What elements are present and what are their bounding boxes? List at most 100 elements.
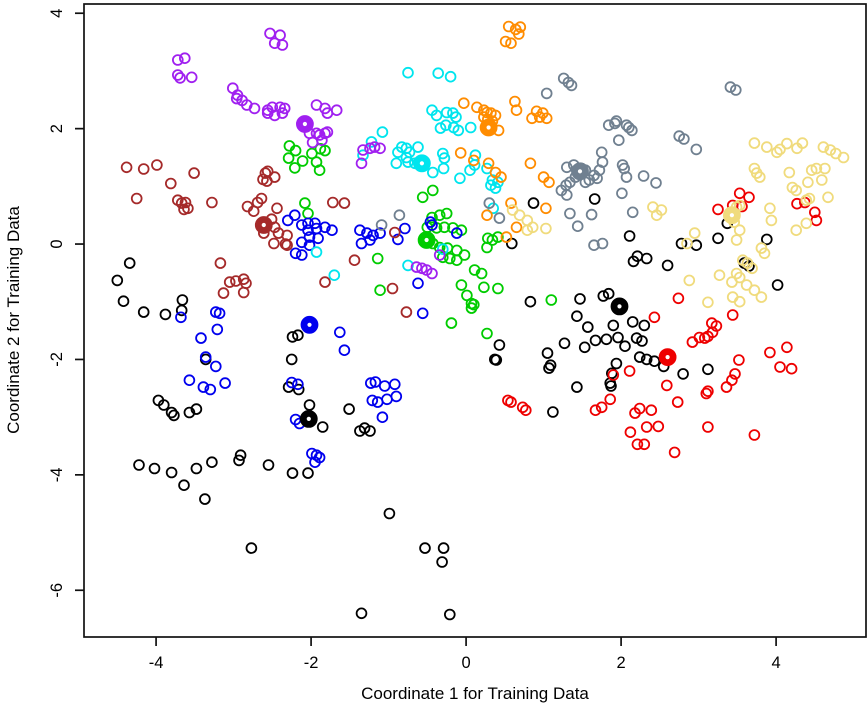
axis-layer: -4 -2 0 2 4 4 2 0 -2 -4 -6 [48, 9, 781, 672]
data-point-cyan [390, 157, 403, 170]
data-point-cyan [357, 149, 369, 162]
data-point-black [661, 259, 674, 272]
data-point-khaki [800, 217, 813, 230]
data-point-blue [450, 227, 463, 239]
data-point-cyan [436, 243, 449, 256]
data-point-gray [585, 208, 598, 221]
data-point-green [458, 249, 471, 261]
data-point-green [486, 234, 499, 246]
data-point-green [299, 197, 311, 209]
data-point-purple [174, 72, 186, 84]
data-point-purple [410, 261, 423, 273]
data-point-black [117, 295, 130, 308]
data-point-khaki [810, 162, 823, 175]
data-point-blue [309, 217, 321, 230]
data-point-black [158, 399, 170, 411]
data-point-cyan [440, 106, 453, 119]
data-point-brown [271, 202, 283, 215]
data-point-purple [306, 136, 319, 149]
data-point-green [481, 327, 493, 340]
cluster-center-pinhole-green [424, 237, 429, 243]
data-point-gray [560, 189, 573, 201]
data-point-purple [172, 54, 184, 66]
data-point-khaki [771, 146, 783, 159]
data-point-black [589, 334, 602, 347]
data-point-blue [369, 376, 382, 388]
data-point-gray [626, 124, 638, 137]
data-point-khaki [765, 214, 778, 227]
data-point-gray [564, 207, 576, 220]
data-point-orange [500, 231, 513, 243]
data-point-black [633, 351, 646, 363]
data-point-khaki [702, 296, 714, 309]
data-point-gray [620, 171, 633, 183]
data-point-red [604, 393, 616, 406]
data-point-black [638, 319, 651, 332]
data-point-green [467, 298, 480, 311]
data-point-khaki [748, 137, 761, 149]
data-point-black [677, 368, 689, 380]
data-point-red [633, 402, 646, 415]
data-point-blue [376, 411, 389, 424]
data-point-black [199, 493, 211, 505]
data-point-black [419, 542, 431, 554]
data-point-gray [612, 134, 625, 147]
data-point-black [343, 403, 355, 415]
data-point-cyan [430, 109, 443, 122]
data-point-red [671, 396, 684, 408]
data-point-blue [416, 307, 429, 320]
cluster-center-pinhole-orange [486, 125, 491, 130]
data-point-gray [729, 84, 742, 96]
data-point-khaki [783, 166, 796, 179]
data-point-purple [185, 71, 198, 84]
data-point-purple [230, 92, 243, 105]
data-point-khaki [760, 141, 773, 153]
data-point-gray [596, 237, 609, 250]
data-point-cyan [432, 67, 445, 79]
data-point-orange [478, 104, 490, 116]
data-point-red [660, 379, 673, 392]
data-point-black [190, 462, 203, 475]
data-point-brown [151, 159, 163, 171]
data-point-black [383, 507, 396, 520]
data-point-black [712, 232, 724, 245]
data-point-green [426, 184, 439, 197]
data-point-brown [338, 197, 351, 209]
points-layer [111, 20, 850, 621]
data-point-brown [388, 226, 401, 239]
data-point-blue [374, 227, 386, 239]
data-point-brown [130, 192, 143, 205]
data-point-khaki [683, 274, 696, 287]
data-point-orange [499, 35, 512, 48]
data-point-orange [510, 221, 523, 234]
data-point-purple [268, 109, 281, 122]
data-point-red [743, 191, 755, 204]
data-point-brown [214, 257, 227, 269]
data-point-blue [371, 396, 384, 408]
data-point-black [605, 380, 617, 392]
cluster-center-pinhole-purple [302, 121, 307, 127]
data-point-purple [433, 249, 446, 261]
data-point-orange [540, 112, 553, 125]
data-point-black [636, 335, 648, 347]
data-point-orange [481, 209, 493, 222]
data-point-red [733, 187, 746, 200]
data-point-black [111, 274, 124, 287]
data-point-red [748, 429, 761, 441]
data-point-black [574, 293, 586, 305]
data-point-black [437, 542, 450, 554]
data-point-cyan [402, 66, 414, 79]
data-point-gray [562, 76, 575, 89]
data-point-black [588, 193, 601, 205]
data-point-khaki [753, 171, 766, 183]
data-point-orange [540, 202, 552, 215]
data-point-gray [609, 117, 621, 130]
data-point-green [468, 264, 481, 276]
data-point-red [764, 346, 776, 359]
data-point-khaki [740, 279, 753, 291]
data-point-black [292, 383, 305, 396]
data-point-blue [211, 323, 224, 336]
data-point-cyan [437, 162, 450, 175]
data-point-khaki [803, 192, 816, 205]
data-point-gray [650, 177, 662, 189]
